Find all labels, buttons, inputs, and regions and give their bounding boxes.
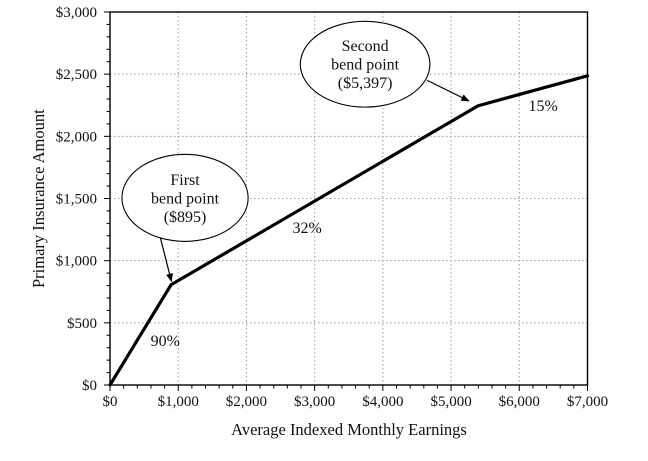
x-tick-label: $7,000 — [567, 394, 608, 410]
benefit-formula-line — [108, 74, 590, 387]
y-axis-title: Primary Insurance Amount — [29, 109, 48, 288]
x-tick-label: $5,000 — [430, 394, 471, 410]
annotation-arrow — [159, 238, 173, 283]
x-tick-label: $6,000 — [499, 394, 540, 410]
y-tick-labels: $0 $500 $1,000 $1,500 $2,000 $2,500 $3,000 — [56, 5, 97, 394]
annotation-ellipse — [121, 153, 249, 242]
annotation-text-line: bend point — [331, 57, 400, 74]
x-tick-label: $3,000 — [294, 394, 335, 410]
annotation-text-line: bend point — [151, 190, 220, 207]
segment-label-32pct: 32% — [292, 220, 321, 237]
x-axis-title: Average Indexed Monthly Earnings — [231, 420, 467, 439]
x-tick-label: $4,000 — [362, 394, 403, 410]
annotation-text-line: ($5,397) — [338, 75, 393, 92]
y-tick-label: $2,000 — [56, 129, 97, 145]
annotation-text-line: First — [170, 172, 200, 189]
annotation-arrow — [426, 79, 470, 102]
x-tick-label: $2,000 — [226, 394, 267, 410]
annotation-text-line: ($895) — [164, 209, 207, 226]
axis-ticks — [104, 11, 588, 391]
y-tick-label: $1,000 — [56, 254, 97, 270]
x-tick-label: $0 — [103, 394, 118, 410]
y-tick-label: $500 — [67, 316, 97, 332]
segment-label-15pct: 15% — [528, 98, 557, 115]
y-tick-label: $0 — [82, 378, 97, 394]
annotation-ellipse — [299, 20, 431, 108]
segment-label-90pct: 90% — [151, 333, 180, 350]
x-tick-labels: $0 $1,000 $2,000 $3,000 $4,000 $5,000 $6,000 $7… — [103, 394, 609, 410]
x-tick-label: $1,000 — [158, 394, 199, 410]
annotation-second-bend-point: Second bend point($5,397) — [299, 20, 470, 108]
y-tick-label: $2,500 — [56, 67, 97, 83]
annotation-text-line: Second — [342, 38, 389, 55]
y-tick-label: $3,000 — [56, 5, 97, 21]
y-tick-label: $1,500 — [56, 192, 97, 208]
segment-labels: 90% 32% 15% — [151, 98, 558, 350]
